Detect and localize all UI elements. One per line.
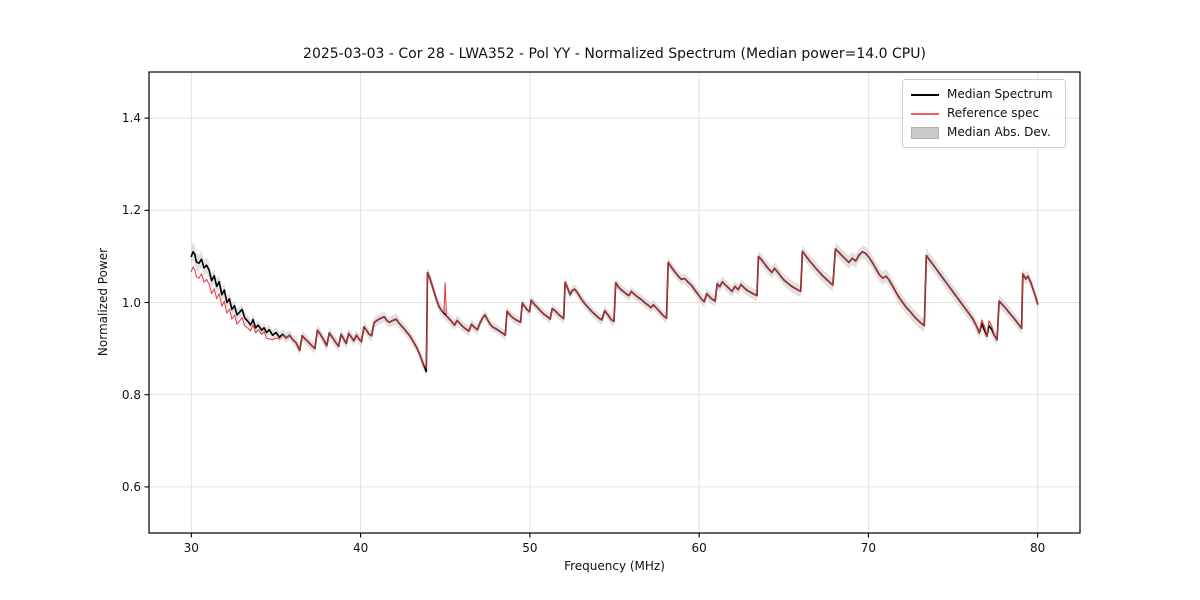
reference-spec-line [190, 248, 1039, 369]
legend: Median Spectrum Reference spec Median Ab… [902, 79, 1066, 148]
legend-label-median-spectrum: Median Spectrum [947, 87, 1053, 101]
legend-item-median-spectrum: Median Spectrum [911, 85, 1057, 104]
legend-label-median-abs-dev: Median Abs. Dev. [947, 125, 1051, 139]
legend-label-reference-spec: Reference spec [947, 106, 1040, 120]
y-tick-label: 1.0 [121, 295, 141, 310]
y-tick-labels: 0.6 0.8 1.0 1.2 1.4 [0, 0, 141, 600]
legend-item-reference-spec: Reference spec [911, 104, 1057, 123]
x-tick-label: 30 [183, 541, 199, 555]
reference-spec-legend-line [911, 112, 939, 115]
y-tick-label: 1.4 [121, 111, 141, 126]
y-tick-label: 0.8 [121, 387, 141, 402]
x-tick-label: 70 [860, 541, 877, 555]
x-tick-label: 40 [352, 541, 369, 555]
x-axis-label: Frequency (MHz) [564, 559, 665, 573]
legend-item-median-abs-dev: Median Abs. Dev. [911, 123, 1057, 142]
x-tick-label: 50 [522, 541, 538, 555]
median-spectrum-legend-line [911, 93, 939, 96]
y-tick-label: 0.6 [121, 479, 141, 494]
figure-title: 2025-03-03 - Cor 28 - LWA352 - Pol YY - … [303, 46, 926, 62]
y-tick-label: 1.2 [121, 203, 141, 218]
x-tick-label: 60 [691, 541, 707, 555]
median-abs-dev-legend-patch [911, 126, 939, 139]
x-tick-label: 80 [1030, 541, 1046, 555]
y-axis-label: Normalized Power [96, 247, 110, 357]
